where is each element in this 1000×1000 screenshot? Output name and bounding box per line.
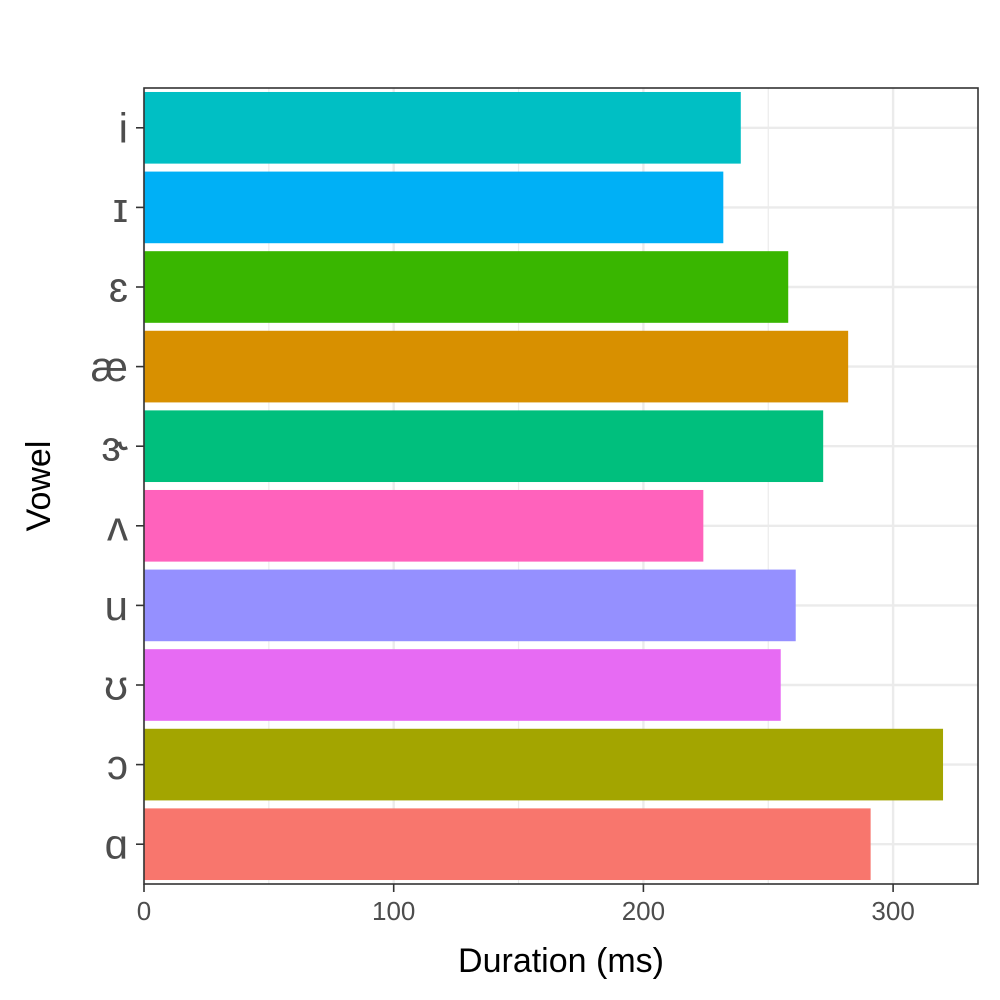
y-tick-label: ʊ bbox=[104, 662, 128, 709]
bar-10 bbox=[144, 808, 871, 881]
x-tick-label: 200 bbox=[622, 896, 665, 926]
y-tick-label: ɪ bbox=[113, 184, 128, 231]
x-tick-label: 0 bbox=[137, 896, 151, 926]
bar-9 bbox=[144, 728, 944, 801]
bar-1 bbox=[144, 91, 741, 164]
y-tick-label: æ bbox=[91, 343, 128, 390]
y-tick-label: u bbox=[105, 582, 128, 629]
bar-4 bbox=[144, 330, 849, 403]
y-tick-label: i bbox=[119, 104, 128, 151]
y-tick-label: ɔ bbox=[107, 741, 128, 788]
x-tick-label: 100 bbox=[372, 896, 415, 926]
y-tick-label: ʌ bbox=[107, 502, 128, 549]
bar-2 bbox=[144, 171, 724, 244]
bar-3 bbox=[144, 251, 789, 323]
y-tick-label: ɑ bbox=[105, 821, 128, 868]
y-tick-label: ɛ bbox=[109, 264, 128, 311]
bar-6 bbox=[144, 489, 704, 562]
x-axis: 0 100 200 300 bbox=[137, 884, 915, 926]
y-axis-title: Vowel bbox=[20, 441, 58, 532]
bars bbox=[144, 91, 944, 881]
bar-5 bbox=[144, 410, 824, 483]
panel-border bbox=[143, 87, 979, 885]
bar-8 bbox=[144, 649, 781, 721]
x-tick-label: 300 bbox=[871, 896, 914, 926]
y-tick-label: ɝ bbox=[101, 423, 128, 470]
bar-7 bbox=[144, 569, 796, 642]
x-axis-title: Duration (ms) bbox=[458, 942, 664, 980]
